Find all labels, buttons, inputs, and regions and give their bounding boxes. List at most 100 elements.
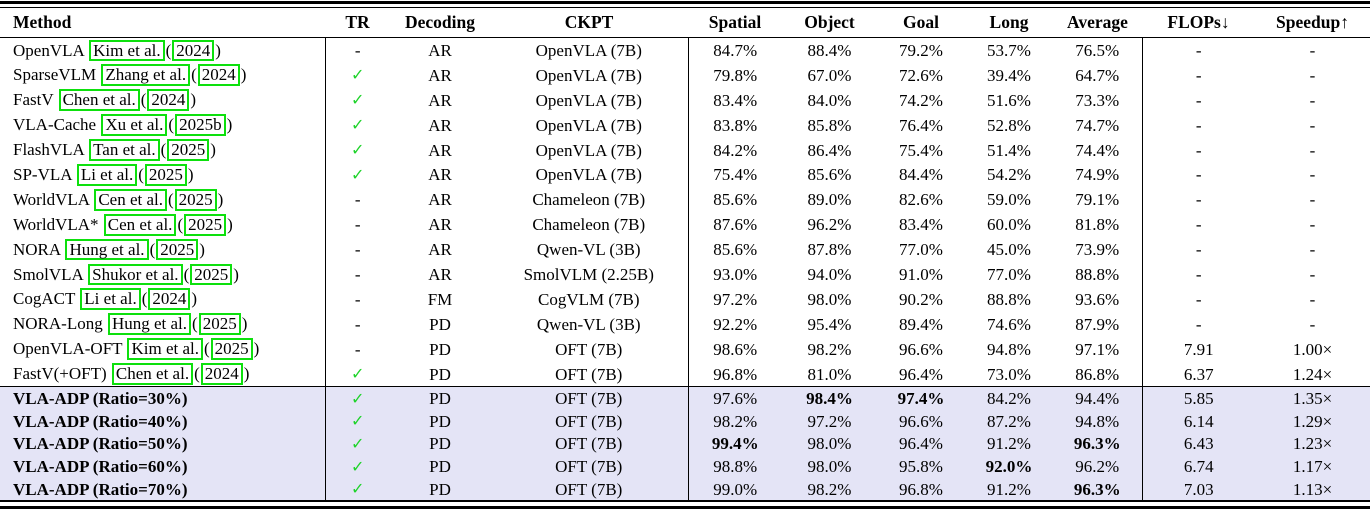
citation-author-link[interactable]: Cen et al. xyxy=(94,188,167,211)
method-name: WorldVLA xyxy=(13,189,90,209)
goal-cell: 89.4% xyxy=(899,314,943,334)
table-top-rule-thick xyxy=(0,1,1370,4)
object-cell: 98.4% xyxy=(782,386,877,411)
method-name: SP-VLA xyxy=(13,164,72,184)
table-bottom-rule-thin xyxy=(0,500,1370,502)
flops-cell: 6.37 xyxy=(1141,361,1255,387)
table-row: VLA-Cache Xu et al.(2025b) ✓ AR OpenVLA (7B… xyxy=(0,112,1370,138)
header-tr: TR xyxy=(325,8,390,38)
citation-author-link[interactable]: Kim et al. xyxy=(127,338,203,361)
citation-year-link[interactable]: 2025 xyxy=(174,188,217,211)
ckpt-cell: OFT (7B) xyxy=(555,339,623,359)
goal-cell: 96.6% xyxy=(899,339,943,359)
ckpt-cell: OpenVLA (7B) xyxy=(535,115,642,135)
method-name: WorldVLA* xyxy=(13,214,99,234)
speedup-cell: 1.35× xyxy=(1255,386,1370,411)
method-cell: OpenVLA-OFT Kim et al.(2025) xyxy=(13,338,260,361)
object-cell: 67.0% xyxy=(807,65,852,85)
object-cell: 84.0% xyxy=(807,90,852,110)
object-cell: 96.2% xyxy=(807,215,852,235)
goal-cell: 84.4% xyxy=(899,165,943,185)
object-cell: 98.0% xyxy=(782,455,877,478)
speedup-cell: - xyxy=(1309,314,1316,334)
citation-year-link[interactable]: 2024 xyxy=(172,39,215,62)
citation-author-link[interactable]: Li et al. xyxy=(76,163,138,186)
citation-author-link[interactable]: Cen et al. xyxy=(103,213,177,236)
long-cell: 60.0% xyxy=(987,215,1031,235)
object-cell: 89.0% xyxy=(807,190,852,210)
table-row: OpenVLA Kim et al.(2024) - AR OpenVLA (7B) 8… xyxy=(0,37,1370,63)
citation-year-link[interactable]: 2024 xyxy=(147,89,190,112)
flops-cell: - xyxy=(1141,112,1255,138)
citation-author-link[interactable]: Tan et al. xyxy=(89,139,160,161)
ckpt-cell: OpenVLA (7B) xyxy=(535,40,642,60)
citation-year-link[interactable]: 2025 xyxy=(144,163,187,186)
header-row: Method TR Decoding CKPT Spatial Object G… xyxy=(0,8,1370,38)
header-flops: FLOPs↓ xyxy=(1142,8,1255,38)
average-cell: 74.4% xyxy=(1075,140,1120,160)
token-reduction-check-icon: ✓ xyxy=(324,361,390,387)
speedup-cell: - xyxy=(1309,65,1316,85)
flops-cell: - xyxy=(1141,137,1255,163)
long-cell: 88.8% xyxy=(987,289,1031,309)
average-cell: 88.8% xyxy=(1075,264,1120,284)
method-cell: WorldVLA* Cen et al.(2025) xyxy=(13,213,233,236)
token-reduction-check-icon: ✓ xyxy=(324,455,390,478)
method-cell: VLA-ADP (Ratio=70%) xyxy=(0,477,325,501)
long-cell: 91.2% xyxy=(965,432,1053,456)
spatial-cell: 98.6% xyxy=(687,336,782,362)
method-name: FastV xyxy=(13,90,54,110)
tr-cell: - xyxy=(324,212,390,238)
table-row: SparseVLM Zhang et al.(2024) ✓ AR OpenVLA (… xyxy=(0,62,1370,88)
goal-cell: 97.4% xyxy=(877,386,965,411)
average-cell: 96.3% xyxy=(1053,477,1142,501)
citation-author-link[interactable]: Zhang et al. xyxy=(101,64,191,87)
long-cell: 52.8% xyxy=(987,115,1031,135)
method-cell: OpenVLA Kim et al.(2024) xyxy=(13,39,221,62)
tr-cell: - xyxy=(324,237,390,263)
method-cell: WorldVLA Cen et al.(2025) xyxy=(13,188,224,211)
spatial-cell: 84.2% xyxy=(687,137,782,163)
citation-year-link[interactable]: 2025 xyxy=(198,313,241,336)
citation-year-link[interactable]: 2025 xyxy=(167,139,210,161)
citation-year-link[interactable]: 2024 xyxy=(148,288,191,311)
citation-author-link[interactable]: Xu et al. xyxy=(101,114,168,137)
citation-author-link[interactable]: Chen et al. xyxy=(111,363,194,385)
object-cell: 98.2% xyxy=(807,339,852,359)
object-cell: 94.0% xyxy=(807,264,852,284)
goal-cell: 75.4% xyxy=(899,140,943,160)
citation-year-link[interactable]: 2025 xyxy=(190,263,233,286)
average-cell: 73.3% xyxy=(1075,90,1120,110)
object-cell: 98.0% xyxy=(782,432,877,456)
citation-author-link[interactable]: Kim et al. xyxy=(89,39,165,62)
citation-year-link[interactable]: 2025 xyxy=(184,213,227,236)
method-cell: FastV(+OFT) Chen et al.(2024) xyxy=(13,363,250,385)
token-reduction-check-icon: ✓ xyxy=(324,477,390,501)
average-cell: 74.9% xyxy=(1075,165,1120,185)
long-cell: 94.8% xyxy=(987,339,1031,359)
table-row: WorldVLA Cen et al.(2025) - AR Chameleon (7… xyxy=(0,187,1370,213)
citation-author-link[interactable]: Hung et al. xyxy=(65,238,149,261)
spatial-cell: 97.6% xyxy=(687,386,782,411)
spatial-cell: 98.8% xyxy=(687,455,782,478)
citation-year-link[interactable]: 2025 xyxy=(210,338,253,361)
ckpt-cell: Qwen-VL (3B) xyxy=(536,240,641,260)
citation-year-link[interactable]: 2025b xyxy=(175,114,226,137)
citation-author-link[interactable]: Li et al. xyxy=(80,288,141,311)
citation-year-link[interactable]: 2024 xyxy=(197,64,240,87)
citation-author-link[interactable]: Chen et al. xyxy=(58,89,140,112)
speedup-cell: - xyxy=(1309,165,1316,185)
citation-year-link[interactable]: 2024 xyxy=(200,363,243,385)
method-name: VLA-ADP (Ratio=30%) xyxy=(13,389,188,409)
method-cell: SmolVLA Shukor et al.(2025) xyxy=(13,263,239,286)
table-row: VLA-ADP (Ratio=40%) ✓ PD OFT (7B) 98.2% 97.2%… xyxy=(0,410,1370,433)
flops-cell: 6.43 xyxy=(1141,432,1255,456)
citation-author-link[interactable]: Hung et al. xyxy=(107,313,192,336)
goal-cell: 90.2% xyxy=(899,289,943,309)
flops-cell: 7.03 xyxy=(1141,477,1255,501)
token-reduction-check-icon: ✓ xyxy=(324,162,390,188)
citation-year-link[interactable]: 2025 xyxy=(156,238,199,261)
ckpt-cell: Qwen-VL (3B) xyxy=(536,314,641,334)
citation-author-link[interactable]: Shukor et al. xyxy=(88,263,183,286)
ckpt-cell: CogVLM (7B) xyxy=(537,289,640,309)
